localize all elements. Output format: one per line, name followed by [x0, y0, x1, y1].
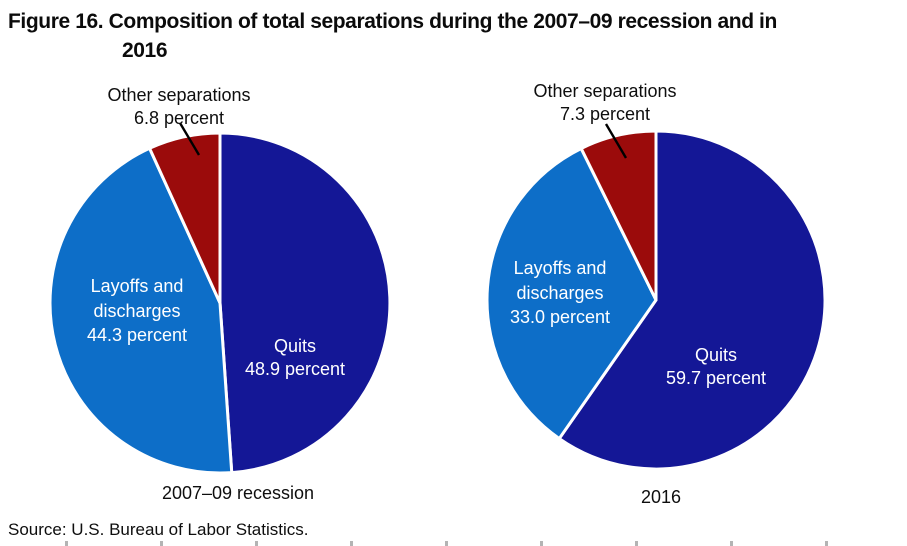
callout-label-other-separations-recession: Other separations 6.8 percent	[79, 84, 279, 130]
callout-label-value: 7.3 percent	[559, 104, 651, 124]
figure-title-line-2: 2016	[122, 39, 168, 62]
chart-caption-recession: 2007–09 recession	[161, 483, 315, 503]
figure-title: Figure 16. Composition of total separati…	[8, 7, 898, 65]
pie-slice-other-separations-2016	[579, 129, 658, 302]
slice-label-text: Layoffs and discharges	[90, 276, 184, 321]
slice-label-text: Layoffs and discharges	[513, 258, 607, 303]
pie-slice-layoffs-and-discharges-2016	[485, 146, 658, 441]
callout-line-2016	[604, 123, 628, 159]
slice-label-text: Quits	[694, 345, 737, 365]
bottom-tick-marks	[65, 541, 905, 546]
slice-label-value: 33.0 percent	[509, 307, 611, 327]
slice-label-value: 59.7 percent	[665, 368, 767, 388]
slice-label-value: 48.9 percent	[244, 359, 346, 379]
chart-caption-2016: 2016	[640, 487, 682, 507]
slice-label-layoffs-2016: Layoffs and discharges 33.0 percent	[480, 256, 640, 330]
callout-label-text: Other separations	[533, 81, 677, 101]
callout-label-text: Other separations	[107, 85, 251, 105]
callout-label-other-separations-2016: Other separations 7.3 percent	[505, 80, 705, 126]
slice-label-layoffs-recession: Layoffs and discharges 44.3 percent	[57, 274, 217, 348]
slice-label-quits-recession: Quits 48.9 percent	[215, 335, 375, 381]
callout-label-value: 6.8 percent	[133, 108, 225, 128]
pie-slice-quits-2016	[557, 129, 827, 471]
slice-label-value: 44.3 percent	[86, 325, 188, 345]
slice-label-quits-2016: Quits 59.7 percent	[636, 344, 796, 390]
pie-slice-quits-recession	[218, 131, 392, 475]
source-note: Source: U.S. Bureau of Labor Statistics.	[8, 520, 309, 539]
callout-line-recession	[178, 122, 201, 156]
figure-title-line-1: Figure 16. Composition of total separati…	[8, 10, 777, 33]
slice-label-text: Quits	[273, 336, 316, 356]
pie-slice-other-separations-recession	[148, 131, 222, 305]
